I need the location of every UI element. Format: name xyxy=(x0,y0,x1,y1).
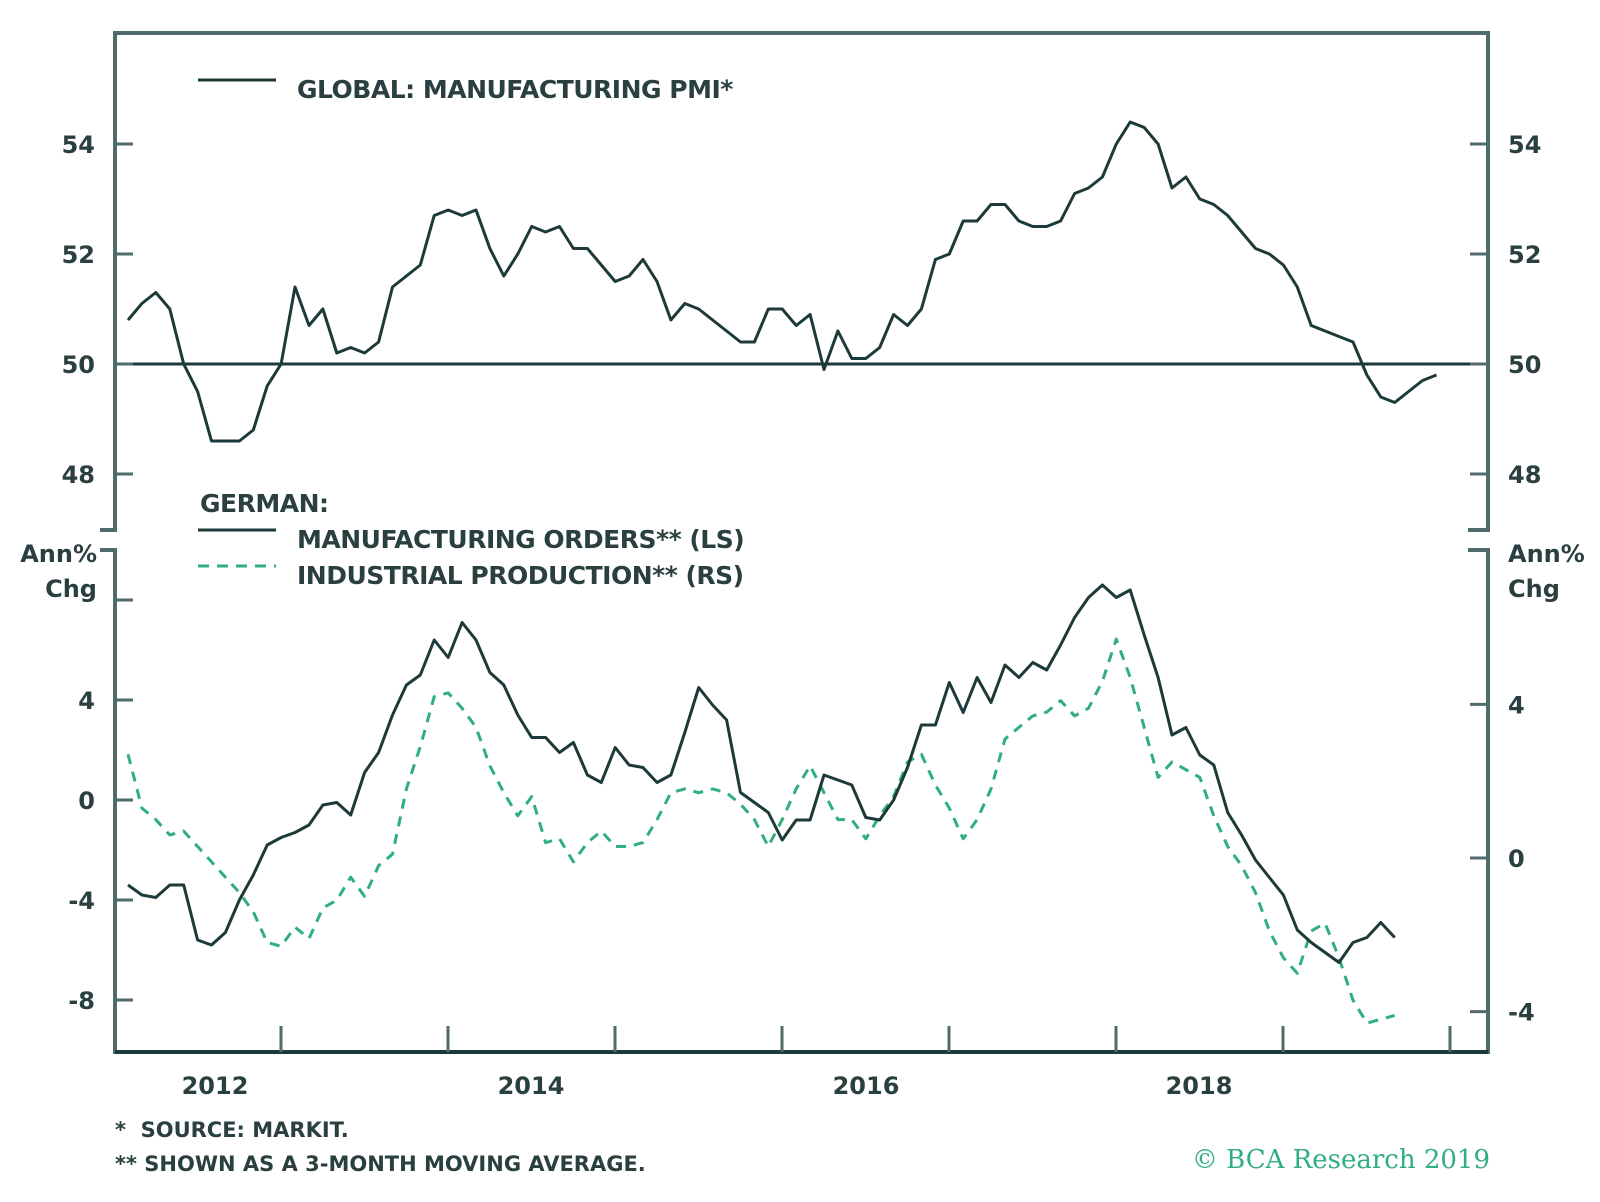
industrial-production-line xyxy=(126,637,1396,1025)
production-right-tick-label: 4 xyxy=(1508,691,1525,719)
pmi-right-tick-label: 54 xyxy=(1508,131,1541,159)
footnote-source: * SOURCE: MARKIT. xyxy=(115,1118,349,1142)
orders-left-tick-label: -4 xyxy=(68,887,95,915)
x-tick-label: 2016 xyxy=(833,1072,900,1100)
legend-label-pmi: GLOBAL: MANUFACTURING PMI* xyxy=(297,75,733,104)
production-right-tick-label: 0 xyxy=(1508,845,1525,873)
x-tick-label: 2014 xyxy=(498,1072,565,1100)
top-panel-frame xyxy=(100,31,1490,532)
pmi-right-tick-label: 48 xyxy=(1508,461,1541,489)
right-axis-title-line1: Ann% xyxy=(1508,540,1585,568)
manufacturing-orders-line xyxy=(127,583,1396,964)
series-lines xyxy=(126,120,1438,1025)
production-right-tick-label: -4 xyxy=(1508,999,1535,1027)
pmi-right-tick-label: 50 xyxy=(1508,351,1541,379)
left-axis-title-line2: Chg xyxy=(45,575,97,603)
pmi-right-tick-label: 52 xyxy=(1508,241,1541,269)
left-axis-title-line1: Ann% xyxy=(20,540,97,568)
footnote-moving-average: ** SHOWN AS A 3-MONTH MOVING AVERAGE. xyxy=(115,1152,646,1176)
legend-label-orders: MANUFACTURING ORDERS** (LS) xyxy=(297,525,744,554)
pmi-left-tick-label: 54 xyxy=(62,131,95,159)
right-axis-title-line2: Chg xyxy=(1508,575,1560,603)
legend-label-production: INDUSTRIAL PRODUCTION** (RS) xyxy=(297,561,744,590)
pmi-left-tick-label: 48 xyxy=(62,461,95,489)
x-tick-label: 2018 xyxy=(1166,1072,1233,1100)
pmi-left-tick-label: 50 xyxy=(62,351,95,379)
x-tick-label: 2012 xyxy=(182,1072,249,1100)
pmi-line xyxy=(126,120,1438,443)
orders-left-tick-label: -8 xyxy=(68,987,95,1015)
bottom-panel-frame xyxy=(100,548,1490,1054)
chart-frames xyxy=(100,31,1490,1054)
pmi-left-tick-label: 52 xyxy=(62,241,95,269)
axis-ticks: 48 48 50 50 52 52 54 54 -8 -4 0 4 -4 0 4 xyxy=(62,131,1541,1052)
copyright: © BCA Research 2019 xyxy=(1192,1145,1490,1175)
orders-left-tick-label: 0 xyxy=(78,787,95,815)
legend-heading-german: GERMAN: xyxy=(200,489,329,518)
orders-left-tick-label: 4 xyxy=(78,687,95,715)
